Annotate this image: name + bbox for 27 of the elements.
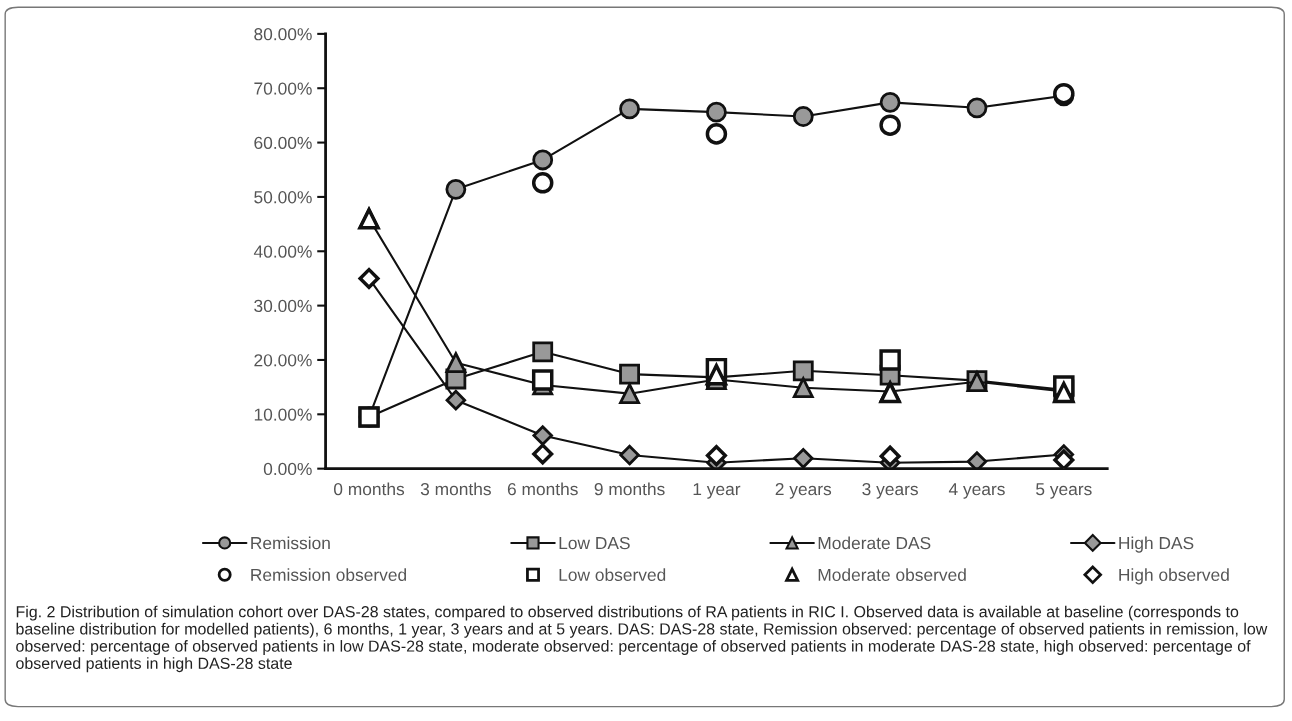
- x-tick-label: 3 months: [420, 482, 491, 496]
- x-tick-label: 2 years: [775, 483, 832, 499]
- legend-label: Low observed: [559, 568, 666, 582]
- y-tick-label: 0.00%: [263, 462, 312, 476]
- x-tick-label: 5 years: [1036, 483, 1092, 499]
- y-tick-label: 50.00%: [254, 191, 312, 204]
- y-tick-label: 70.00%: [254, 82, 312, 95]
- legend-label: Remission: [251, 536, 330, 550]
- legend-label: Moderate observed: [818, 568, 966, 582]
- y-tick-label: 20.00%: [254, 354, 312, 367]
- y-tick-label: 30.00%: [254, 299, 312, 313]
- y-tick-label: 10.00%: [254, 408, 312, 421]
- x-tick-label: 3 years: [862, 483, 918, 499]
- x-tick-label: 6 months: [507, 482, 578, 496]
- x-tick-label: 4 years: [948, 483, 1005, 499]
- y-tick-label: 80.00%: [254, 28, 312, 41]
- legend-label: High DAS: [1119, 536, 1194, 553]
- y-tick-label: 40.00%: [253, 245, 312, 258]
- caption: Fig. 2 Distribution of simulation cohort over DAS-28 states, compared to observed distributions of RA patients in RIC I. Observed data is available at baseline (corresponds to baseline distribution for modelled patients), 6 months, 1 year, 3 years and at 5 years. DAS: DAS-28 state, Remission observed: percentage of observed patients in remission, low observed: percentage of observed patients in low DAS-28 state, moderate observed: percentage of observed patients in moderate DAS-28 state, high observed: percentage of observed patients in high DAS-28 state: [16, 605, 1268, 673]
- y-tick-label: 60.00%: [254, 136, 312, 150]
- legend-label: Remission observed: [251, 568, 407, 582]
- legend-label: High observed: [1119, 568, 1229, 585]
- x-tick-label: 9 months: [594, 482, 665, 496]
- legend-label: Low DAS: [559, 536, 630, 550]
- legend-label: Moderate DAS: [818, 536, 931, 550]
- x-tick-label: 1 year: [693, 483, 741, 499]
- x-tick-label: 0 months: [333, 482, 405, 496]
